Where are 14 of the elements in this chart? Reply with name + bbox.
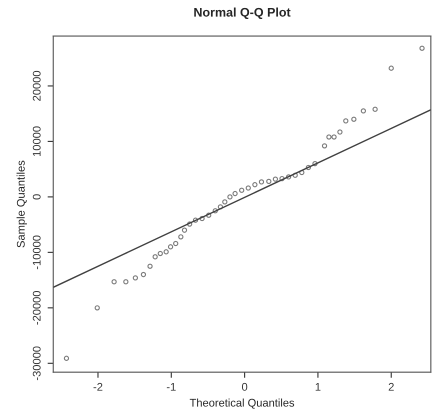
y-tick-label: -10000 [32,236,41,270]
chart-title: Normal Q-Q Plot [194,8,291,20]
x-tick-label: -1 [166,383,176,391]
y-axis-title: Sample Quantiles [16,160,27,248]
x-tick-label: 0 [242,382,248,391]
x-tick-label: 2 [388,382,394,391]
y-tick-label: -30000 [32,346,41,380]
x-tick-label: -2 [94,382,102,391]
x-axis-title: Theoretical Quantiles [190,398,294,409]
y-tick-label: 20000 [32,70,41,101]
y-tick-label: 10000 [32,126,41,156]
x-tick-label: 1 [316,383,320,391]
y-tick-label: -20000 [32,290,41,325]
y-tick-label: 0 [32,194,41,200]
